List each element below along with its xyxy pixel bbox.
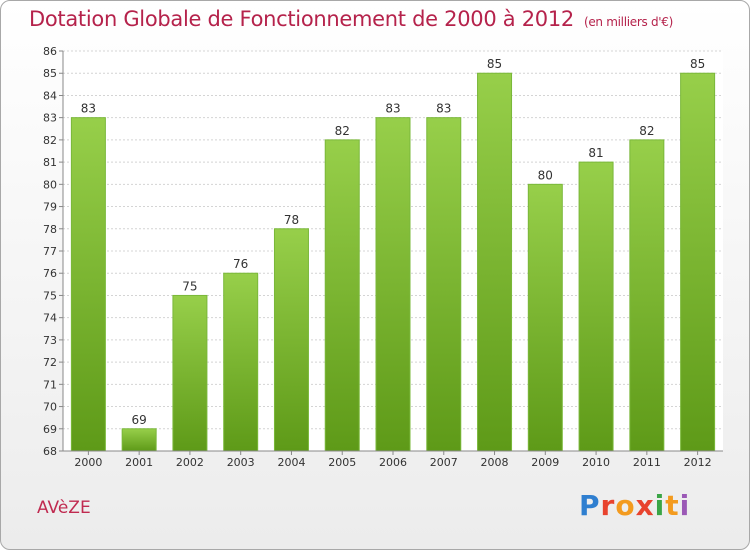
chart-title: Dotation Globale de Fonctionnement de 20… [29, 7, 673, 31]
bar-2008 [477, 72, 513, 452]
y-tick-label: 76 [43, 267, 57, 280]
commune-name: AVèZE [37, 498, 91, 518]
bar-2004 [273, 228, 309, 452]
x-tick-label: 2011 [633, 456, 661, 469]
y-tick-label: 77 [43, 245, 57, 258]
y-tick-label: 70 [43, 401, 57, 414]
bar-2001 [121, 428, 157, 452]
bar-value-label: 69 [132, 413, 147, 427]
bar-value-label: 85 [690, 57, 705, 71]
y-tick-label: 69 [43, 423, 57, 436]
bar-value-label: 75 [182, 279, 197, 293]
bar-value-label: 78 [284, 213, 299, 227]
y-tick-label: 78 [43, 223, 57, 236]
y-tick-label: 72 [43, 356, 57, 369]
bar-2005 [324, 139, 360, 452]
proxiti-logo: Proxiti [579, 489, 690, 522]
logo-letter: P [579, 489, 601, 522]
y-tick-label: 86 [43, 45, 57, 58]
bar-2003 [223, 272, 259, 452]
x-tick-label: 2004 [277, 456, 305, 469]
bar-value-label: 76 [233, 257, 248, 271]
x-tick-label: 2005 [328, 456, 356, 469]
bar-2002 [172, 294, 208, 452]
chart-subtitle: (en milliers d'€) [583, 15, 673, 29]
y-tick-label: 68 [43, 445, 57, 458]
x-tick-label: 2008 [481, 456, 509, 469]
y-tick-label: 81 [43, 156, 57, 169]
bar-value-label: 80 [538, 168, 553, 182]
y-tick-label: 73 [43, 334, 57, 347]
y-tick-label: 85 [43, 67, 57, 80]
y-tick-label: 84 [43, 89, 57, 102]
bar-2010 [578, 161, 614, 452]
logo-letter: t [665, 489, 680, 522]
x-tick-label: 2001 [125, 456, 153, 469]
y-tick-label: 80 [43, 178, 57, 191]
x-tick-label: 2003 [227, 456, 255, 469]
logo-letter: r [600, 489, 616, 522]
x-tick-label: 2009 [531, 456, 559, 469]
bar-value-label: 83 [385, 102, 400, 116]
y-tick-label: 74 [43, 312, 57, 325]
bar-value-label: 82 [639, 124, 654, 138]
y-tick-label: 71 [43, 378, 57, 391]
bar-value-label: 81 [588, 146, 603, 160]
y-tick-label: 82 [43, 134, 57, 147]
x-tick-label: 2007 [430, 456, 458, 469]
x-tick-label: 2012 [684, 456, 712, 469]
x-tick-label: 2006 [379, 456, 407, 469]
bar-2012 [680, 72, 716, 452]
bar-2006 [375, 117, 411, 452]
bar-value-label: 82 [335, 124, 350, 138]
bar-2011 [629, 139, 665, 452]
logo-letter: o [615, 489, 636, 522]
bar-value-label: 85 [487, 57, 502, 71]
x-tick-label: 2010 [582, 456, 610, 469]
x-tick-label: 2000 [74, 456, 102, 469]
y-tick-label: 83 [43, 112, 57, 125]
logo-letter: x [635, 489, 655, 522]
bar-2007 [426, 117, 462, 452]
y-tick-label: 79 [43, 201, 57, 214]
logo-letter: i [654, 489, 666, 522]
logo-letter: i [679, 489, 691, 522]
title-text: Dotation Globale de Fonctionnement de 20… [29, 7, 574, 31]
bar-2000 [70, 117, 106, 452]
x-tick-label: 2002 [176, 456, 204, 469]
bar-value-label: 83 [436, 102, 451, 116]
bar-value-label: 83 [81, 102, 96, 116]
y-tick-label: 75 [43, 289, 57, 302]
bar-2009 [527, 183, 563, 452]
